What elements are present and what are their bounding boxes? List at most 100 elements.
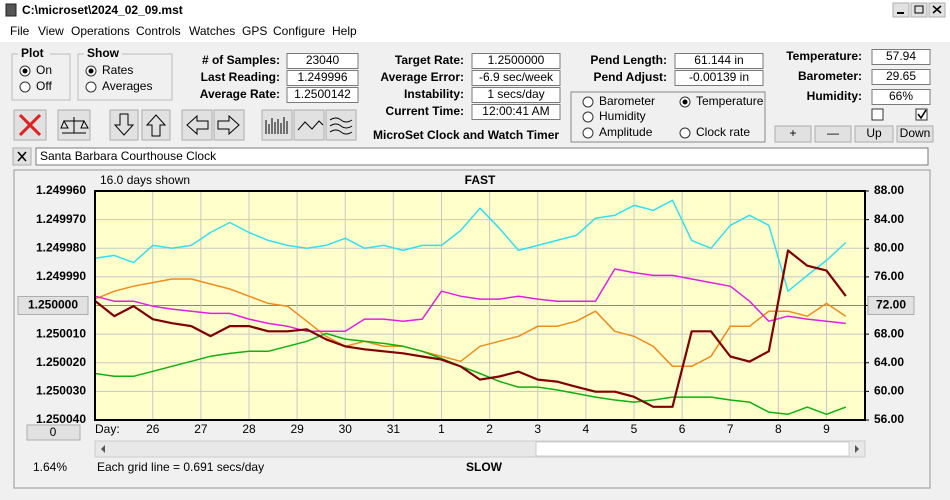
menu-item[interactable]: GPS [242, 24, 267, 38]
window-button[interactable] [910, 2, 928, 18]
field-value: 61.144 in [694, 53, 743, 67]
window-title: C:\microset\2024_02_09.mst [22, 3, 183, 17]
radio[interactable] [19, 81, 31, 93]
field-label: Average Rate: [200, 87, 280, 101]
icon-bars [265, 117, 288, 134]
button-label: + [789, 126, 796, 140]
field-label: Humidity: [807, 89, 862, 103]
series-line [94, 199, 847, 292]
button-label: Down [900, 126, 931, 140]
tool-button[interactable] [325, 109, 357, 141]
y2-tick-label: 68.00 [874, 326, 904, 340]
y2-tick-label: 76.00 [874, 269, 904, 283]
y2-tick-label: 84.00 [874, 212, 904, 226]
days-shown: 16.0 days shown [100, 173, 190, 187]
field-label: Barometer: [798, 69, 862, 83]
window-button[interactable] [892, 2, 910, 18]
scroll-thumb[interactable] [535, 441, 850, 457]
field-box[interactable] [871, 69, 931, 85]
field-box[interactable] [674, 53, 764, 69]
field-label: Instability: [404, 87, 464, 101]
menu-item[interactable]: Help [332, 24, 357, 38]
menu-item[interactable]: Configure [273, 24, 325, 38]
legend-radio[interactable] [582, 127, 594, 139]
icon-up [145, 114, 167, 137]
tool-button[interactable] [261, 109, 293, 141]
clock-name-field[interactable] [35, 147, 929, 166]
field-value: 29.65 [886, 69, 916, 83]
axis-button[interactable] [17, 296, 89, 315]
percent: 1.64% [33, 460, 67, 474]
field-label: Last Reading: [201, 70, 280, 84]
menu-bar [0, 20, 950, 42]
button[interactable] [774, 125, 812, 143]
button[interactable] [896, 125, 934, 143]
title-bar [0, 0, 950, 20]
group-title-bg [84, 47, 122, 59]
checkbox[interactable] [915, 108, 928, 121]
field-label: Temperature: [786, 49, 862, 63]
x-tick-label: 4 [583, 422, 590, 436]
x-tick-label: 28 [242, 422, 256, 436]
legend-label: Barometer [599, 94, 655, 108]
field-box[interactable] [286, 70, 359, 86]
icon-balance [60, 117, 89, 134]
field-box[interactable] [871, 89, 931, 105]
menu-item[interactable]: Watches [189, 24, 235, 38]
field-value: 1.2500000 [488, 53, 545, 67]
x-tick-label: 31 [387, 422, 401, 436]
tool-button[interactable] [293, 109, 325, 141]
offset-button[interactable] [26, 424, 81, 441]
button-label: — [827, 126, 839, 140]
field-label: Pend Length: [590, 53, 667, 67]
menu-item[interactable]: View [38, 24, 64, 38]
icon-left [186, 114, 209, 136]
grid-note: Each grid line = 0.691 secs/day [97, 460, 264, 474]
y-tick-label: 1.249970 [36, 212, 86, 226]
field-box[interactable] [674, 70, 764, 86]
legend-radio[interactable] [679, 127, 691, 139]
field-label: Current Time: [386, 104, 464, 118]
app-icon [5, 3, 17, 17]
icon [17, 151, 27, 162]
offset-label: 0 [50, 425, 57, 439]
axis-button[interactable] [867, 296, 915, 315]
field-box[interactable] [871, 49, 931, 65]
field-box[interactable] [286, 53, 359, 69]
top-label: FAST [465, 173, 496, 187]
field-label: Target Rate: [395, 53, 464, 67]
field-box[interactable] [471, 87, 561, 103]
x-tick-label: 30 [339, 422, 353, 436]
bottom-label: SLOW [466, 460, 503, 474]
field-box[interactable] [286, 87, 359, 103]
y-tick-label: 1.250030 [36, 384, 86, 398]
button[interactable] [814, 125, 852, 143]
field-box[interactable] [471, 104, 561, 120]
x-tick-label: 5 [631, 422, 638, 436]
field-box[interactable] [471, 70, 561, 86]
field-value: 1.2500142 [294, 87, 351, 101]
y-tick-label: 1.249990 [36, 269, 86, 283]
field-value: 12:00:41 AM [482, 104, 549, 118]
menu-item[interactable]: Operations [71, 24, 130, 38]
y2-tick-label: 72.00 [876, 298, 906, 312]
legend-radio[interactable] [582, 96, 594, 108]
menu-item[interactable]: File [10, 24, 30, 38]
icon-wave [297, 120, 324, 131]
legend-box [570, 91, 766, 143]
button-label: Up [866, 126, 882, 140]
field-label: # of Samples: [202, 53, 280, 67]
checkbox[interactable] [871, 108, 884, 121]
series-line [94, 332, 847, 416]
radio[interactable] [85, 81, 97, 93]
button[interactable] [854, 125, 894, 143]
x-tick-label: 6 [679, 422, 686, 436]
x-tick-label: 26 [146, 422, 160, 436]
field-box[interactable] [471, 53, 561, 69]
legend-radio[interactable] [582, 111, 594, 123]
y-tick-label: 1.250000 [28, 298, 78, 312]
clock-name: Santa Barbara Courthouse Clock [40, 149, 217, 163]
menu-item[interactable]: Controls [136, 24, 181, 38]
radio-label: Off [36, 79, 52, 93]
